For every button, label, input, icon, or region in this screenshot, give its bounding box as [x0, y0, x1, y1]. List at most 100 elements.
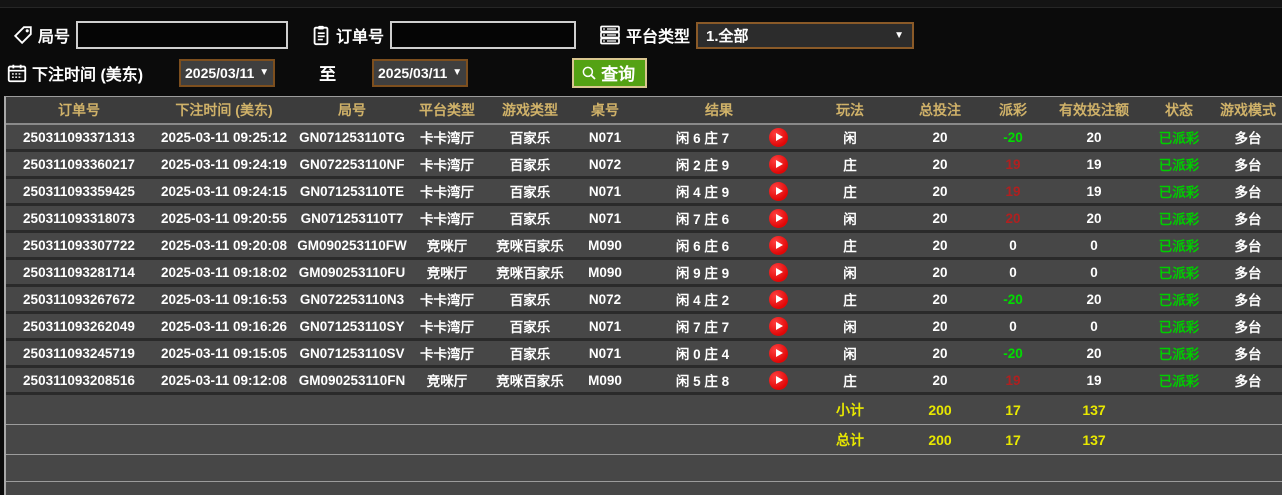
cell-table-no: N071 [588, 345, 622, 361]
cell-payout: -20 [1003, 291, 1023, 307]
date-from-value: 2025/03/11 [185, 64, 255, 81]
play-video-icon[interactable] [769, 262, 788, 282]
chevron-down-icon: ▼ [259, 67, 270, 78]
cell-play: 闲 [843, 320, 857, 335]
cell-payout: -20 [1003, 345, 1023, 361]
play-video-icon[interactable] [769, 289, 788, 309]
order-id-input[interactable] [390, 21, 577, 49]
cell-order-id: 250311093245719 [23, 345, 135, 361]
table-row: 250311093281714 2025-03-11 09:18:02 GM09… [6, 260, 1282, 287]
cell-result: 闲 6 庄 7 [636, 127, 802, 147]
play-video-icon[interactable] [769, 370, 788, 390]
result-text: 闲 7 庄 7 [675, 320, 730, 335]
date-range-to-label: 至 [319, 65, 337, 84]
total-valid-bet: 137 [1082, 431, 1106, 448]
cell-order-id: 250311093262049 [23, 318, 135, 334]
cell-valid-bet: 19 [1086, 156, 1102, 172]
cell-order-id: 250311093208516 [23, 372, 135, 388]
clipboard-icon [310, 24, 332, 46]
play-video-icon[interactable] [769, 127, 788, 147]
cell-result: 闲 6 庄 6 [636, 235, 802, 255]
cell-status: 已派彩 [1158, 320, 1200, 335]
cell-valid-bet: 20 [1086, 129, 1102, 145]
cell-play: 闲 [843, 347, 857, 362]
cell-total-bet: 20 [932, 318, 948, 334]
total-row: 总计 200 17 137 [6, 425, 1282, 455]
cell-round-id: GN071253110TG [299, 129, 405, 145]
cell-total-bet: 20 [932, 210, 948, 226]
cell-bet-time: 2025-03-11 09:16:53 [160, 291, 288, 307]
bet-time-label: 下注时间 (美东) [32, 66, 144, 84]
cell-result: 闲 7 庄 6 [636, 208, 802, 228]
cell-result: 闲 7 庄 7 [636, 316, 802, 336]
table-row: 250311093371313 2025-03-11 09:25:12 GN07… [6, 125, 1282, 152]
cell-payout: 0 [1009, 318, 1017, 334]
cell-platform: 竞咪厅 [426, 239, 468, 254]
cell-play: 闲 [843, 131, 857, 146]
cell-order-id: 250311093318073 [23, 210, 135, 226]
cell-mode: 多台 [1234, 347, 1262, 362]
cell-valid-bet: 0 [1090, 237, 1098, 253]
cell-status: 已派彩 [1158, 185, 1200, 200]
play-video-icon[interactable] [769, 208, 788, 228]
cell-bet-time: 2025-03-11 09:24:19 [160, 156, 288, 172]
cell-platform: 卡卡湾厅 [420, 293, 474, 308]
cell-game-type: 百家乐 [509, 293, 551, 308]
total-total-bet: 200 [928, 431, 952, 448]
cell-platform: 卡卡湾厅 [420, 158, 474, 173]
cell-order-id: 250311093307722 [23, 237, 135, 253]
cell-game-type: 百家乐 [509, 131, 551, 146]
cell-valid-bet: 20 [1086, 210, 1102, 226]
cell-valid-bet: 19 [1086, 372, 1102, 388]
cell-status: 已派彩 [1158, 212, 1200, 227]
col-header-total-bet: 总投注 [919, 102, 961, 118]
cell-result: 闲 4 庄 9 [636, 181, 802, 201]
result-text: 闲 4 庄 9 [675, 185, 730, 200]
table-row: 250311093359425 2025-03-11 09:24:15 GN07… [6, 179, 1282, 206]
round-id-label: 局号 [38, 29, 71, 46]
cell-game-type: 竞咪百家乐 [496, 239, 564, 254]
play-video-icon[interactable] [769, 154, 788, 174]
cell-status: 已派彩 [1158, 158, 1200, 173]
result-text: 闲 6 庄 7 [675, 131, 730, 146]
cell-table-no: N071 [588, 210, 622, 226]
cell-status: 已派彩 [1158, 239, 1200, 254]
cell-status: 已派彩 [1158, 374, 1200, 389]
chevron-down-icon: ▼ [452, 67, 463, 78]
top-strip [0, 0, 1282, 8]
round-id-input[interactable] [76, 21, 289, 49]
play-video-icon[interactable] [769, 181, 788, 201]
search-form: 局号 订单号 平台类型 1.全部 ▼ 下注时间 (美东) 2025/03/11 … [0, 8, 1282, 96]
cell-platform: 竞咪厅 [426, 266, 468, 281]
col-header-order-id: 订单号 [58, 102, 100, 118]
table-row: 250311093318073 2025-03-11 09:20:55 GN07… [6, 206, 1282, 233]
cell-payout: 19 [1005, 372, 1021, 388]
cell-status: 已派彩 [1158, 131, 1200, 146]
cell-mode: 多台 [1234, 158, 1262, 173]
query-button[interactable]: 查询 [572, 57, 648, 88]
total-label: 总计 [836, 431, 864, 448]
cell-table-no: N072 [588, 156, 622, 172]
platform-type-value: 1.全部 [706, 27, 749, 45]
play-video-icon[interactable] [769, 316, 788, 336]
play-video-icon[interactable] [769, 343, 788, 363]
cell-play: 闲 [843, 212, 857, 227]
cell-table-no: N071 [588, 129, 622, 145]
order-id-label: 订单号 [336, 29, 385, 46]
cell-table-no: N071 [588, 183, 622, 199]
date-from-picker[interactable]: 2025/03/11 ▼ [179, 58, 276, 87]
cell-round-id: GN072253110N3 [299, 291, 405, 307]
cell-mode: 多台 [1234, 239, 1262, 254]
cell-bet-time: 2025-03-11 09:15:05 [160, 345, 288, 361]
cell-bet-time: 2025-03-11 09:12:08 [160, 372, 288, 388]
play-video-icon[interactable] [769, 235, 788, 255]
cell-platform: 卡卡湾厅 [420, 185, 474, 200]
result-text: 闲 6 庄 6 [675, 239, 730, 254]
cell-game-type: 百家乐 [509, 185, 551, 200]
date-to-picker[interactable]: 2025/03/11 ▼ [372, 58, 469, 87]
cell-result: 闲 9 庄 9 [636, 262, 802, 282]
result-text: 闲 7 庄 6 [675, 212, 730, 227]
platform-type-select[interactable]: 1.全部 ▼ [696, 21, 915, 49]
col-header-round-id: 局号 [338, 102, 366, 118]
cell-payout: 19 [1005, 156, 1021, 172]
